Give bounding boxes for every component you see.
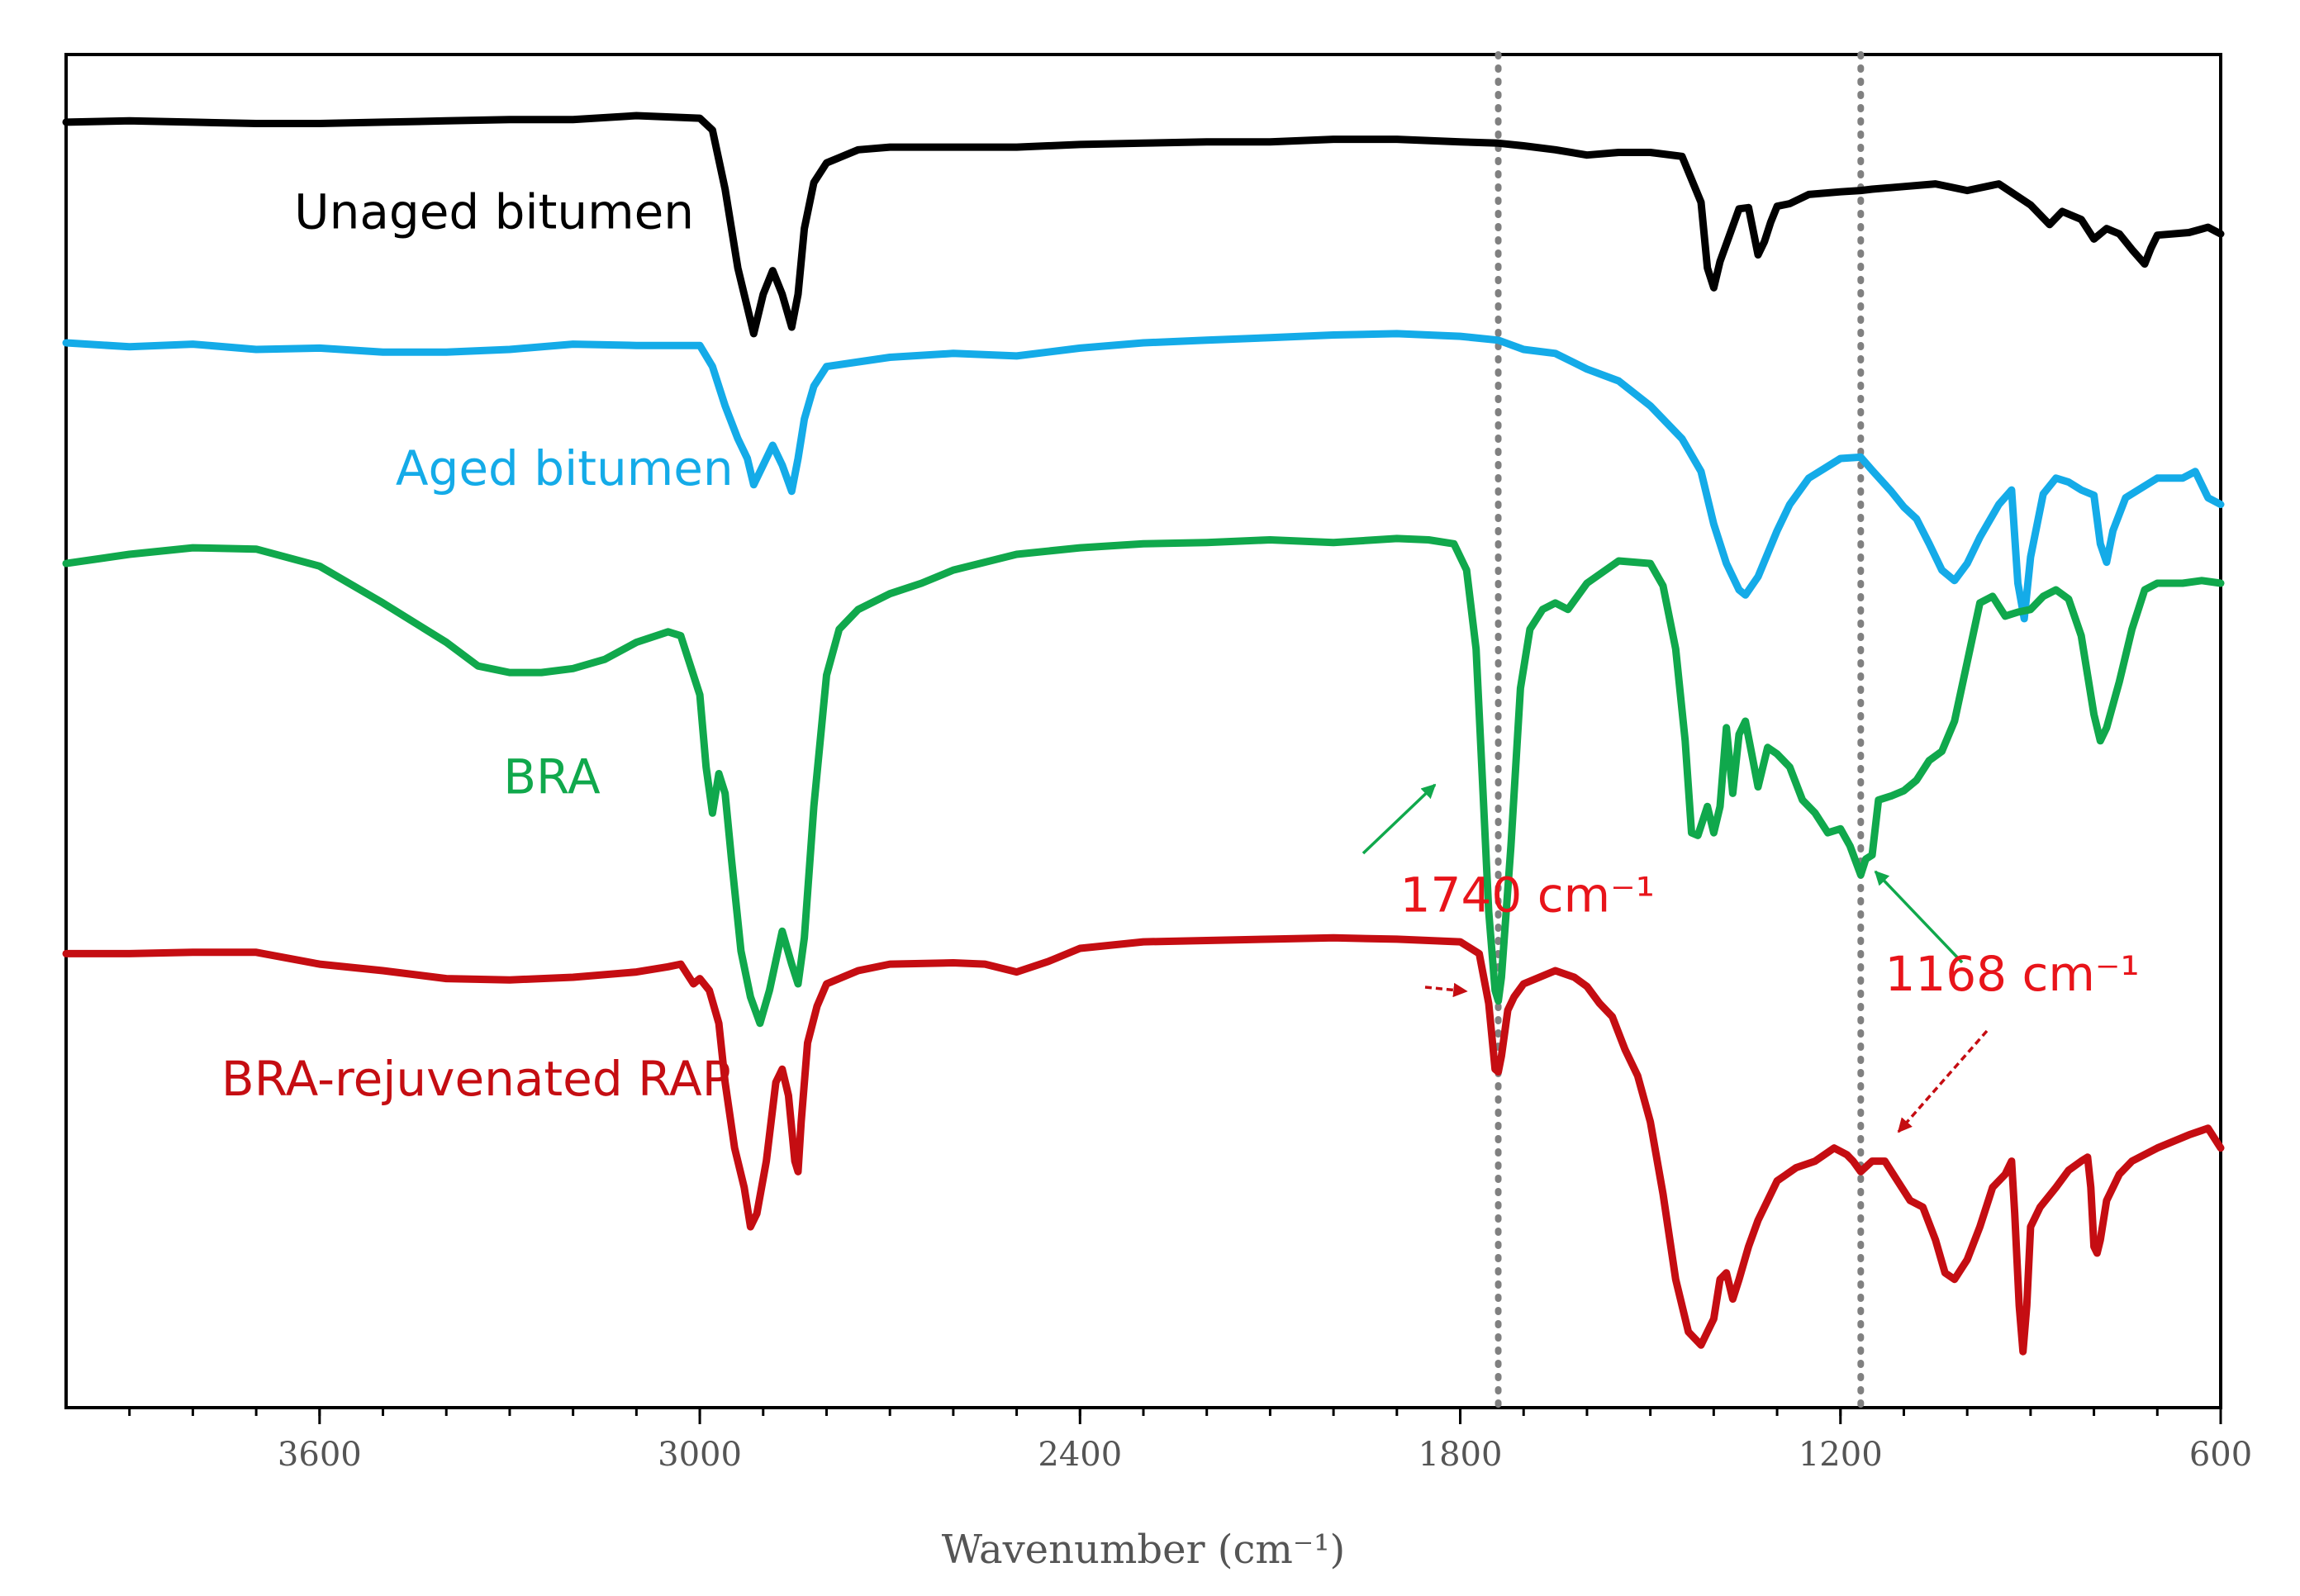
x-tick-label: 2400 <box>1038 1436 1122 1474</box>
x-tick-label: 600 <box>2189 1436 2252 1474</box>
spectra-group <box>62 112 2225 1356</box>
x-tick-label: 1800 <box>1418 1436 1503 1474</box>
major-ticks <box>318 1408 2222 1424</box>
x-tick-label: 3000 <box>658 1436 742 1474</box>
series-line-unaged-bitumen <box>62 112 2225 338</box>
x-tick-label: 1200 <box>1799 1436 1883 1474</box>
series-label-1: Aged bitumen <box>396 440 734 496</box>
reference-lines <box>1495 51 1865 1411</box>
series-labels: Unaged bitumen Aged bitumen BRA BRA-rejuven… <box>221 184 734 1107</box>
arrow-1740-bra <box>1361 783 1437 855</box>
arrow-1168-bra <box>1874 870 1964 964</box>
x-tick-label: 3600 <box>278 1436 362 1474</box>
series-line-bra-rejuvenated-rap <box>62 933 2225 1356</box>
annotation-1740-label: 1740 cm⁻¹ <box>1400 867 1655 924</box>
series-label-0: Unaged bitumen <box>294 184 694 240</box>
series-label-3: BRA-rejuvenated RAP <box>221 1051 731 1107</box>
plot-frame <box>64 53 2222 1409</box>
x-axis-title: Wavenumber (cm⁻¹) <box>942 1527 1345 1573</box>
arrow-1740-rap <box>1424 982 1468 998</box>
x-tick-labels: 3600 3000 2400 1800 1200 600 <box>278 1436 2252 1474</box>
arrow-1168-rap <box>1897 1029 1989 1133</box>
series-line-aged-bitumen <box>62 330 2225 623</box>
minor-ticks <box>128 1408 2159 1416</box>
annotation-1168-label: 1168 cm⁻¹ <box>1884 946 2139 1002</box>
series-label-2: BRA <box>503 748 601 805</box>
series-line-bra <box>62 534 2225 1028</box>
annotations: 1740 cm⁻¹ 1168 cm⁻¹ <box>1361 783 2140 1133</box>
